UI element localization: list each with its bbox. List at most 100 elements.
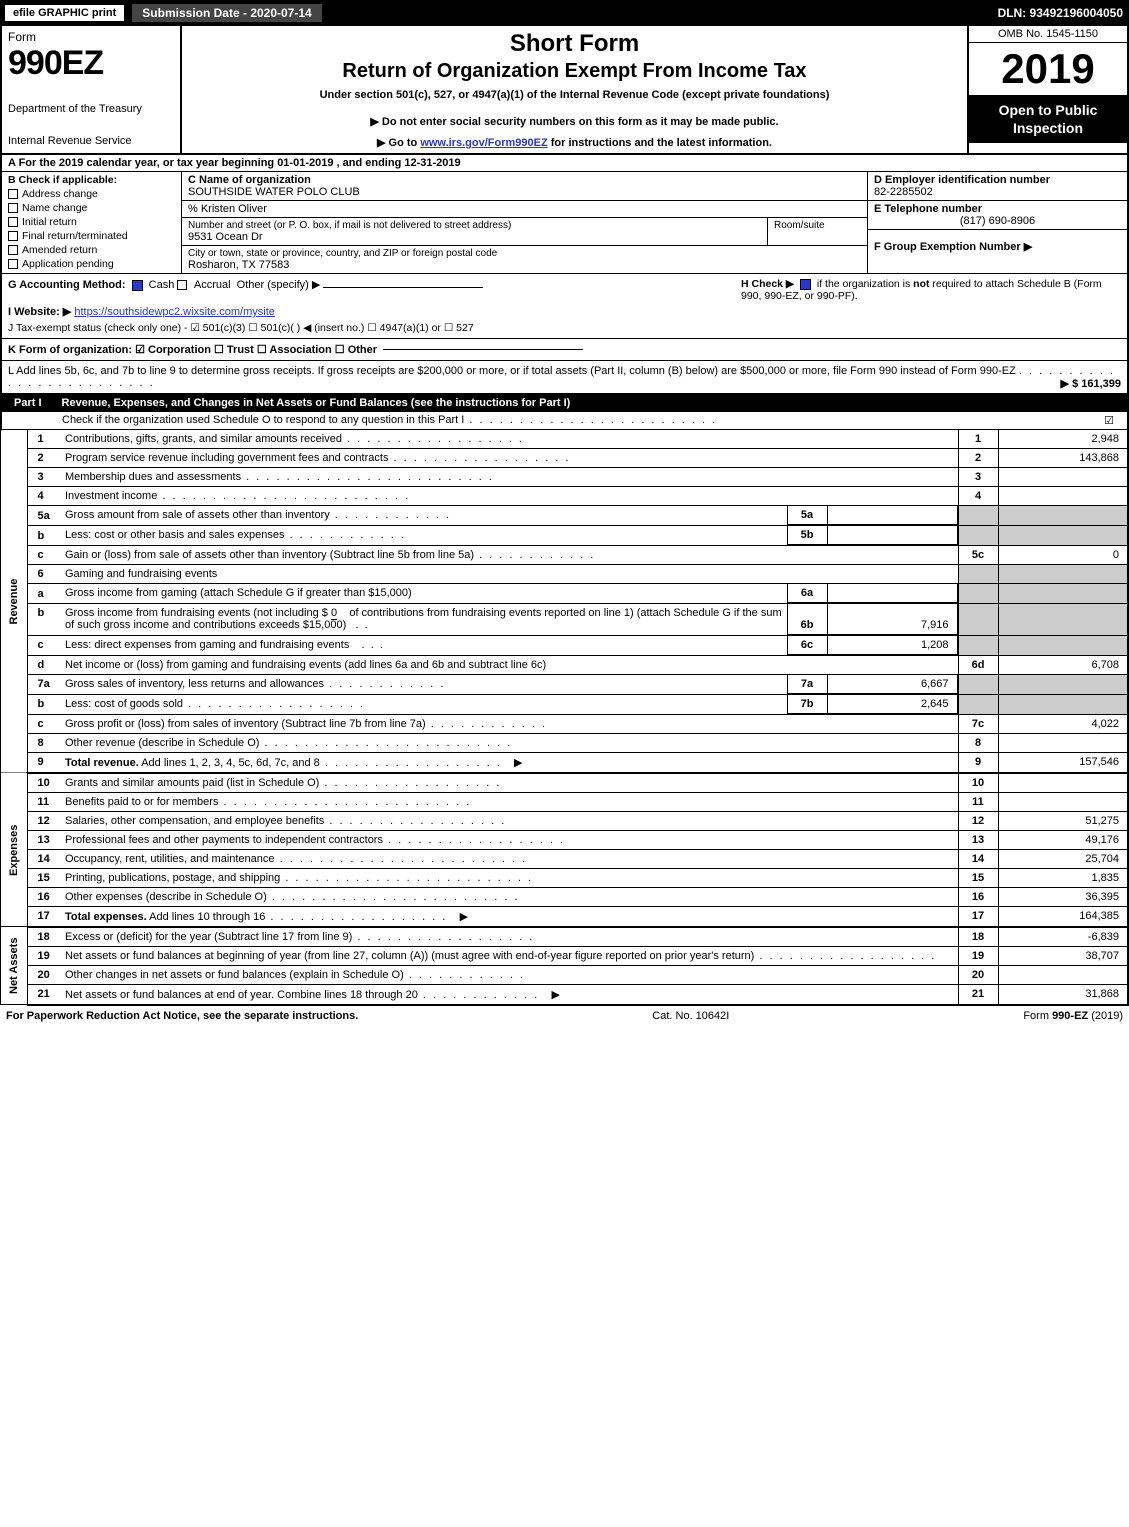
city-row: City or town, state or province, country…: [182, 246, 867, 273]
line-5a: 5a Gross amount from sale of assets othe…: [1, 506, 1128, 526]
group-exemption-label: F Group Exemption Number ▶: [874, 241, 1032, 253]
l7c-val: 4,022: [998, 714, 1128, 733]
chk-final-return[interactable]: Final return/terminated: [8, 230, 175, 242]
l7b-shade1: [958, 694, 998, 714]
l7a-num: 7a: [27, 674, 61, 694]
l17-descb: Total expenses.: [65, 911, 147, 923]
l3-lbl: 3: [958, 468, 998, 487]
l5c-val: 0: [998, 546, 1128, 565]
l7a-shade1: [958, 674, 998, 694]
chk-h[interactable]: [800, 279, 811, 290]
l11-num: 11: [27, 792, 61, 811]
line-21: 21 Net assets or fund balances at end of…: [1, 984, 1128, 1005]
l6b-shade2: [998, 604, 1128, 636]
l4-desc: Investment income: [65, 490, 157, 502]
l9-val: 157,546: [998, 752, 1128, 773]
l17-desc: Add lines 10 through 16: [147, 911, 266, 923]
l10-val: [998, 773, 1128, 793]
section-j: J Tax-exempt status (check only one) - ☑…: [8, 322, 483, 334]
chk-initial-return[interactable]: Initial return: [8, 216, 175, 228]
chk-application-pending[interactable]: Application pending: [8, 258, 175, 270]
l5c-desc: Gain or (loss) from sale of assets other…: [65, 549, 474, 561]
efile-print-button[interactable]: efile GRAPHIC print: [4, 4, 125, 22]
l7c-num: c: [27, 714, 61, 733]
do-not-enter: ▶ Do not enter social security numbers o…: [192, 115, 957, 128]
line-6c: c Less: direct expenses from gaming and …: [1, 635, 1128, 655]
i-label: I Website: ▶: [8, 306, 71, 318]
line-9: 9 Total revenue. Add lines 1, 2, 3, 4, 5…: [1, 752, 1128, 773]
chk-accrual[interactable]: [177, 280, 187, 290]
side-expenses: Expenses: [1, 773, 27, 927]
section-g: G Accounting Method: Cash Accrual Other …: [8, 278, 483, 334]
line-3: 3 Membership dues and assessments 3: [1, 468, 1128, 487]
l6a-shade1: [958, 584, 998, 604]
l19-desc: Net assets or fund balances at beginning…: [65, 950, 754, 962]
l10-desc: Grants and similar amounts paid (list in…: [65, 777, 319, 789]
chk-cash[interactable]: [132, 280, 143, 291]
l7a-shade2: [998, 674, 1128, 694]
page-footer: For Paperwork Reduction Act Notice, see …: [0, 1006, 1129, 1026]
tax-year: 2019: [969, 43, 1127, 95]
line-6d: d Net income or (loss) from gaming and f…: [1, 655, 1128, 674]
l10-num: 10: [27, 773, 61, 793]
line-6b: b Gross income from fundraising events (…: [1, 604, 1128, 636]
l6d-lbl: 6d: [958, 655, 998, 674]
l6a-subval: [827, 584, 957, 603]
l4-lbl: 4: [958, 487, 998, 506]
l1-desc: Contributions, gifts, grants, and simila…: [65, 433, 342, 445]
line-13: 13 Professional fees and other payments …: [1, 830, 1128, 849]
l9-num: 9: [27, 752, 61, 773]
l6d-desc: Net income or (loss) from gaming and fun…: [65, 659, 546, 671]
check-o-box[interactable]: ☑: [1097, 414, 1121, 427]
l6c-desc: Less: direct expenses from gaming and fu…: [65, 639, 349, 651]
l3-desc: Membership dues and assessments: [65, 471, 241, 483]
l5a-subval: [827, 506, 957, 525]
l15-num: 15: [27, 868, 61, 887]
website-link[interactable]: https://southsidewpc2.wixsite.com/mysite: [74, 306, 275, 318]
form-header: Form 990EZ Department of the Treasury In…: [0, 26, 1129, 155]
dln-label: DLN: 93492196004050: [998, 6, 1129, 20]
line-5c: c Gain or (loss) from sale of assets oth…: [1, 546, 1128, 565]
l7b-shade2: [998, 694, 1128, 714]
l1-num: 1: [27, 430, 61, 449]
l19-val: 38,707: [998, 946, 1128, 965]
l4-num: 4: [27, 487, 61, 506]
part1-title: Revenue, Expenses, and Changes in Net As…: [54, 394, 1127, 412]
l8-val: [998, 733, 1128, 752]
l17-lbl: 17: [958, 906, 998, 927]
header-left: Form 990EZ Department of the Treasury In…: [2, 26, 182, 153]
l12-val: 51,275: [998, 811, 1128, 830]
l12-lbl: 12: [958, 811, 998, 830]
l6c-sublbl: 6c: [787, 636, 827, 655]
l6c-num: c: [27, 635, 61, 655]
form-word: Form: [8, 30, 174, 44]
l7c-lbl: 7c: [958, 714, 998, 733]
chk-name-change[interactable]: Name change: [8, 202, 175, 214]
footer-left: For Paperwork Reduction Act Notice, see …: [6, 1010, 358, 1022]
l6-shade1: [958, 565, 998, 584]
l6a-shade2: [998, 584, 1128, 604]
short-form-title: Short Form: [192, 30, 957, 58]
l6d-num: d: [27, 655, 61, 674]
l14-lbl: 14: [958, 849, 998, 868]
goto-link[interactable]: www.irs.gov/Form990EZ: [420, 137, 547, 149]
l18-lbl: 18: [958, 927, 998, 947]
l5b-shade1: [958, 526, 998, 546]
l14-num: 14: [27, 849, 61, 868]
goto-prefix: ▶ Go to: [377, 137, 420, 149]
topbar-left: efile GRAPHIC print Submission Date - 20…: [0, 3, 998, 23]
chk-address-change[interactable]: Address change: [8, 188, 175, 200]
submission-date-badge: Submission Date - 2020-07-14: [131, 3, 322, 23]
chk-amended-return[interactable]: Amended return: [8, 244, 175, 256]
ein-block: D Employer identification number 82-2285…: [868, 172, 1127, 201]
l15-val: 1,835: [998, 868, 1128, 887]
l20-lbl: 20: [958, 965, 998, 984]
l5a-shade1: [958, 506, 998, 526]
l-text: L Add lines 5b, 6c, and 7b to line 9 to …: [8, 365, 1016, 377]
l6b-sublbl: 6b: [787, 604, 827, 634]
h-label: H Check ▶: [741, 278, 794, 290]
l11-lbl: 11: [958, 792, 998, 811]
l7a-desc: Gross sales of inventory, less returns a…: [65, 678, 324, 690]
l7a-sublbl: 7a: [787, 675, 827, 694]
part1-lines-table: Revenue 1 Contributions, gifts, grants, …: [0, 430, 1129, 1006]
